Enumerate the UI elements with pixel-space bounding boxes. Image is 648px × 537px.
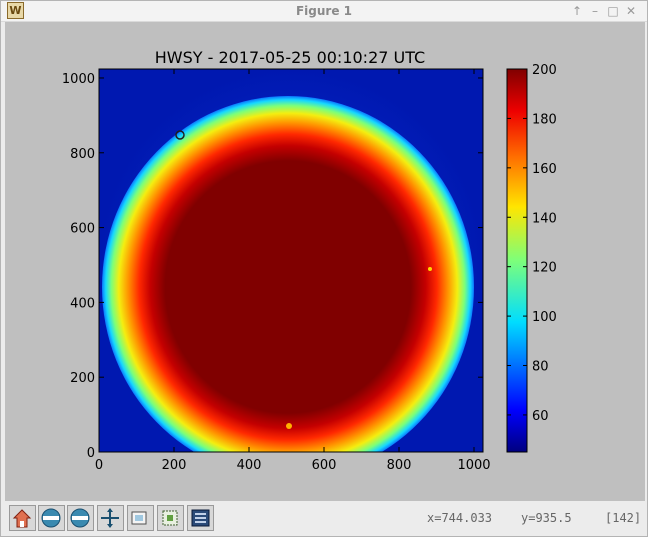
y-tick-label: 800 xyxy=(70,147,95,162)
x-tick-label: 0 xyxy=(95,458,103,473)
window-close-button[interactable]: ✕ xyxy=(623,3,639,19)
forward-icon xyxy=(70,508,90,528)
back-icon xyxy=(41,508,61,528)
image-content xyxy=(99,69,483,452)
window-minimize-button[interactable]: – xyxy=(587,3,603,19)
forward-button[interactable] xyxy=(67,505,94,531)
colorbar-tick-label: 100 xyxy=(532,310,557,325)
pan-button[interactable] xyxy=(97,505,124,531)
y-tick-label: 0 xyxy=(87,446,95,461)
y-tick-label: 1000 xyxy=(62,72,95,87)
x-tick-label: 400 xyxy=(237,458,262,473)
bright-star xyxy=(286,423,292,429)
x-tick-label: 600 xyxy=(312,458,337,473)
back-button[interactable] xyxy=(38,505,65,531)
colorbar-tick-label: 80 xyxy=(532,360,549,375)
colorbar xyxy=(506,68,528,453)
colorbar-tick-label: 200 xyxy=(532,63,557,78)
plot-svg: HWSY - 2017-05-25 00:10:27 UTC 0 200 400 60… xyxy=(62,48,557,473)
pixel-value-readout: [142] xyxy=(605,511,642,525)
navigation-toolbar: x=744.033 y=935.5 [142] xyxy=(5,501,645,536)
pan-icon xyxy=(101,508,119,528)
up-arrow-icon: ↑ xyxy=(571,4,583,18)
subplots-button[interactable] xyxy=(157,505,184,531)
x-coordinate-readout: x=744.033 xyxy=(427,511,493,525)
save-icon xyxy=(191,509,210,527)
colorbar-tick-label: 140 xyxy=(532,211,557,226)
window-maximize-button[interactable]: □ xyxy=(605,3,621,19)
colorbar-ticks: 60 80 100 120 140 160 180 200 xyxy=(507,63,557,424)
save-button[interactable] xyxy=(187,505,214,531)
star-marker xyxy=(175,130,185,140)
sky-disk xyxy=(102,96,474,452)
subplots-icon xyxy=(162,510,178,526)
window-title: Figure 1 xyxy=(295,4,353,18)
plot-frame xyxy=(98,68,484,453)
app-logo-icon: W xyxy=(7,2,24,19)
x-tick-label: 1000 xyxy=(457,458,490,473)
colorbar-tick-label: 60 xyxy=(532,409,549,424)
chart-title: HWSY - 2017-05-25 00:10:27 UTC xyxy=(155,48,425,67)
y-tick-label: 600 xyxy=(70,222,95,237)
colorbar-tick-label: 120 xyxy=(532,261,557,276)
home-icon xyxy=(12,509,32,528)
colorbar-tick-label: 180 xyxy=(532,112,557,127)
axes-ticks: 0 200 400 600 800 1000 0 200 400 600 800 1000 xyxy=(62,69,491,473)
close-icon: ✕ xyxy=(625,4,637,18)
zoom-button[interactable] xyxy=(127,505,154,531)
minimize-icon: – xyxy=(592,4,598,18)
y-coordinate-readout: y=935.5 xyxy=(521,511,572,525)
y-tick-label: 200 xyxy=(70,371,95,386)
x-tick-label: 800 xyxy=(387,458,412,473)
x-tick-label: 200 xyxy=(162,458,187,473)
y-tick-label: 400 xyxy=(70,296,95,311)
colorbar-tick-label: 160 xyxy=(532,162,557,177)
title-bar[interactable]: W Figure 1 ↑ – □ ✕ xyxy=(1,1,647,22)
maximize-icon: □ xyxy=(607,4,619,18)
zoom-icon xyxy=(131,511,147,525)
window-up-button[interactable]: ↑ xyxy=(569,3,585,19)
home-button[interactable] xyxy=(9,505,36,531)
bright-star xyxy=(428,267,432,271)
figure-canvas[interactable]: HWSY - 2017-05-25 00:10:27 UTC 0 200 400 60… xyxy=(5,22,645,501)
